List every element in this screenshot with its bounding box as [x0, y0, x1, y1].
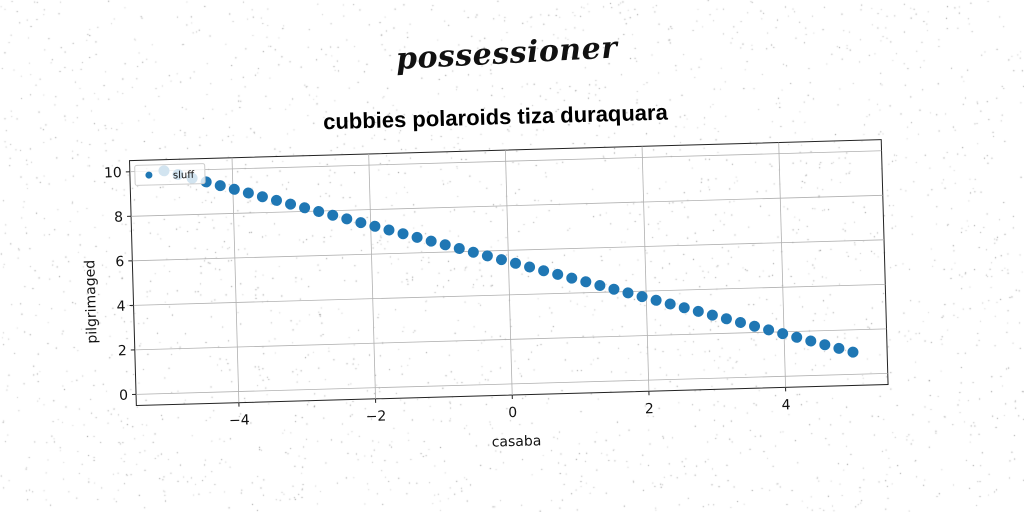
data-point — [425, 235, 437, 247]
data-point — [594, 280, 606, 292]
data-point — [749, 320, 761, 332]
axis-ticks: −4 −2 0 2 4 0 2 4 6 8 10 — [104, 165, 791, 429]
data-point — [706, 309, 718, 321]
legend-box — [134, 163, 206, 186]
data-point — [495, 254, 507, 266]
y-tick-label: 4 — [116, 299, 125, 315]
data-point — [664, 298, 676, 310]
legend-marker — [145, 171, 153, 179]
data-point — [763, 324, 775, 336]
data-point — [397, 228, 409, 240]
y-tick-label: 2 — [118, 343, 127, 359]
data-point — [566, 272, 578, 284]
data-point — [355, 217, 367, 229]
data-point — [791, 331, 803, 343]
data-point — [369, 220, 381, 232]
x-tick-label: 2 — [645, 401, 654, 417]
data-point — [847, 346, 859, 358]
data-point — [481, 250, 493, 262]
data-point — [777, 328, 789, 340]
data-point — [341, 213, 353, 225]
x-grid-line — [368, 153, 376, 399]
data-point — [734, 317, 746, 329]
chart-title: cubbies polaroids tiza duraquara — [323, 100, 669, 135]
data-point — [285, 198, 297, 210]
x-tick-label: −4 — [229, 412, 250, 429]
legend-label: sluff — [173, 170, 196, 182]
data-point — [242, 187, 254, 199]
y-grid-line — [136, 373, 888, 395]
x-axis-label: casaba — [491, 433, 541, 450]
x-grid-line — [778, 142, 786, 388]
y-grid-line — [129, 150, 882, 173]
grid-lines — [129, 142, 888, 403]
y-grid-line — [133, 283, 886, 306]
data-point — [720, 313, 732, 325]
data-point — [299, 202, 311, 214]
data-point — [214, 180, 226, 192]
data-point — [453, 243, 465, 255]
y-tick-label: 8 — [114, 210, 123, 226]
x-grid-line — [641, 146, 650, 392]
data-point — [678, 302, 690, 314]
data-point — [256, 191, 268, 203]
x-grid-line — [231, 157, 240, 403]
y-grid-line — [131, 194, 883, 217]
y-tick-label: 10 — [104, 165, 122, 181]
data-point — [228, 183, 240, 195]
data-point — [524, 261, 536, 273]
y-tick-label: 0 — [119, 388, 128, 404]
data-point — [510, 257, 522, 269]
data-point — [805, 335, 817, 347]
y-grid-line — [132, 239, 885, 262]
x-grid-line — [504, 150, 513, 396]
data-point — [538, 265, 550, 277]
data-point — [327, 209, 339, 221]
x-tick-label: 4 — [781, 397, 790, 413]
data-point — [650, 294, 662, 306]
data-point — [833, 342, 845, 354]
data-point — [636, 291, 648, 303]
data-point — [608, 283, 620, 295]
data-point — [819, 339, 831, 351]
data-point — [692, 305, 704, 317]
data-point — [383, 224, 395, 236]
y-axis-label: pilgrimaged — [82, 260, 100, 344]
legend: sluff — [134, 163, 206, 186]
x-tick-label: 0 — [508, 405, 517, 421]
data-point — [552, 268, 564, 280]
data-point — [622, 287, 634, 299]
x-tick-label: −2 — [366, 409, 387, 426]
data-point — [270, 194, 282, 206]
y-grid-line — [134, 328, 887, 351]
data-point — [411, 231, 423, 243]
y-tick-label: 6 — [115, 254, 124, 270]
data-point — [467, 246, 479, 258]
data-point — [313, 206, 325, 218]
data-point — [439, 239, 451, 251]
data-point — [580, 276, 592, 288]
